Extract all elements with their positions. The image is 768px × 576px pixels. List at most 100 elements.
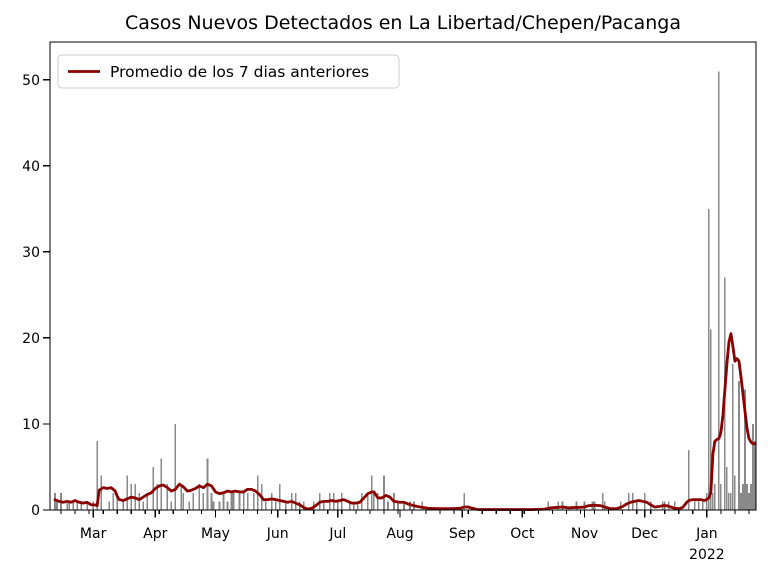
bar	[192, 492, 195, 510]
bar	[557, 501, 560, 510]
bar	[108, 501, 110, 510]
bar	[198, 484, 201, 510]
bar	[232, 492, 235, 510]
bar	[116, 492, 118, 510]
plot-border	[49, 41, 757, 511]
legend: Promedio de los 7 dias anteriores	[57, 54, 400, 89]
bar	[246, 492, 249, 510]
bar	[242, 492, 245, 510]
bar	[86, 501, 88, 510]
bar	[742, 484, 744, 510]
bar	[100, 475, 102, 510]
x-tick-label: Nov	[571, 526, 598, 542]
x-tick-label: Jun	[266, 526, 289, 542]
bar	[673, 501, 676, 510]
bar	[403, 501, 405, 510]
bar	[706, 492, 708, 510]
bar	[166, 484, 169, 510]
bar	[734, 475, 736, 510]
bar	[377, 492, 379, 510]
x-tick-label: Dec	[631, 526, 658, 542]
bar	[349, 501, 351, 510]
x-axis-tick-labels: Mar Apr May Jun Jul Aug Sep Oct Nov Dec Jan 2022	[80, 526, 725, 563]
bar	[688, 449, 690, 510]
y-tick-label: 50	[22, 73, 40, 89]
bar	[156, 484, 159, 510]
bar	[112, 492, 114, 510]
bar	[302, 501, 305, 510]
bar	[373, 492, 375, 510]
bar	[718, 71, 720, 510]
bar	[264, 501, 267, 510]
bar	[96, 441, 98, 510]
bar	[714, 484, 716, 510]
bar	[732, 363, 734, 510]
legend-box	[57, 54, 400, 89]
bar	[387, 501, 389, 510]
y-tick-label: 10	[22, 417, 40, 433]
bar	[278, 484, 281, 510]
seven-day-average-line	[53, 332, 757, 511]
bar	[146, 492, 149, 510]
bar	[353, 501, 355, 510]
bar	[746, 484, 748, 510]
bar	[188, 501, 191, 510]
bar	[383, 475, 385, 510]
bar	[635, 501, 638, 510]
bar	[294, 492, 297, 510]
bar	[744, 389, 746, 510]
bar	[754, 441, 756, 510]
bar	[222, 492, 225, 510]
bar	[337, 501, 339, 510]
bar	[210, 492, 213, 510]
bar	[226, 501, 229, 510]
bar	[80, 501, 82, 510]
legend-label: Promedio de los 7 dias anteriores	[110, 63, 369, 81]
bar	[202, 492, 205, 510]
x-tick-label: Jan	[695, 526, 718, 542]
bar	[238, 492, 241, 510]
bar	[421, 501, 423, 510]
y-tick-label: 40	[22, 159, 40, 175]
x-tick-label: Aug	[386, 526, 413, 542]
bar	[142, 501, 145, 510]
bar	[702, 501, 704, 510]
x-tick-label: Jul	[328, 526, 346, 542]
y-tick-label: 30	[22, 245, 40, 261]
x-tick-label: Oct	[510, 526, 535, 542]
bar	[575, 501, 578, 510]
bar	[601, 492, 604, 510]
bar	[152, 466, 155, 510]
bar	[76, 501, 78, 510]
bar	[712, 492, 714, 510]
bar	[708, 208, 710, 510]
bar	[218, 501, 221, 510]
bar	[619, 501, 622, 510]
bar	[252, 492, 255, 510]
bar	[730, 492, 732, 510]
bar	[180, 484, 183, 510]
bar	[728, 492, 730, 510]
bar	[750, 484, 752, 510]
bar	[752, 423, 754, 510]
average-line-path	[53, 332, 757, 511]
bar	[56, 501, 58, 510]
bar	[748, 492, 750, 510]
bar	[122, 501, 125, 510]
chart-title: Casos Nuevos Detectados en La Libertad/C…	[125, 12, 681, 34]
bar	[212, 501, 215, 510]
bar	[230, 492, 233, 510]
bar	[54, 492, 56, 510]
bar	[170, 501, 173, 510]
bar	[547, 501, 550, 510]
bar	[138, 492, 141, 510]
y-axis-tick-labels: 0 10 20 30 40 50	[22, 73, 40, 519]
x-tick-label: Apr	[143, 526, 167, 542]
bar	[463, 492, 465, 510]
axes	[43, 41, 757, 518]
bar	[274, 501, 277, 510]
bar	[720, 484, 722, 510]
bar	[126, 475, 129, 510]
year-label: 2022	[689, 547, 725, 563]
